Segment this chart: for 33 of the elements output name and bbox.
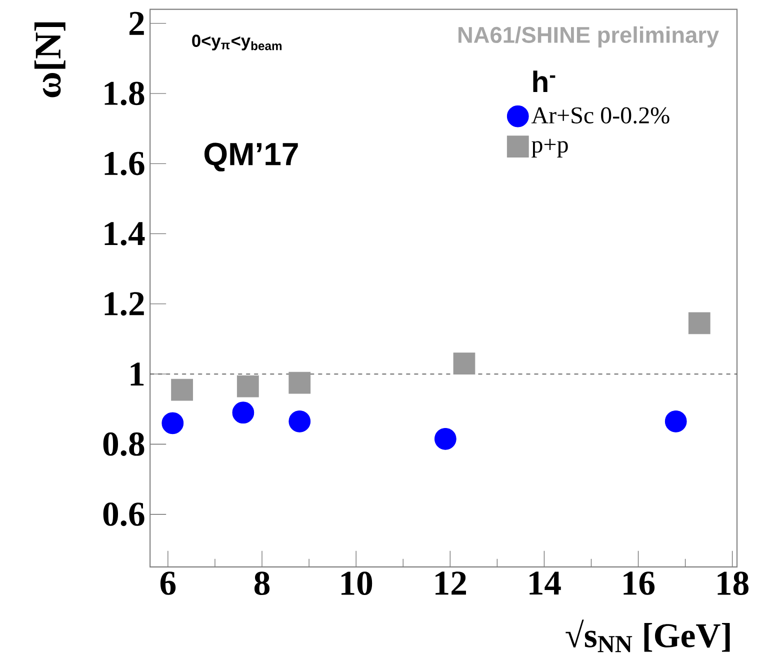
- point: [688, 312, 710, 334]
- x-tick-label: 6: [160, 571, 176, 595]
- point: [288, 410, 311, 432]
- point: [162, 412, 184, 434]
- y-tick-label: 1.6: [104, 152, 144, 176]
- y-tick-label: 2: [129, 12, 144, 35]
- point: [236, 375, 259, 398]
- y-axis-title: ω[N]: [34, 22, 66, 98]
- y-tick-label: 1.2: [104, 292, 144, 316]
- x-axis-title: √s$_{NN}$ [GeV]: [566, 620, 730, 652]
- x-tick-label: 10: [342, 571, 372, 595]
- y-tick-label: 1: [130, 362, 144, 386]
- legend-title: h$^{-}$: [533, 70, 556, 92]
- point: [232, 402, 254, 424]
- annotation: NA61/SHINE preliminary: [458, 26, 719, 48]
- y-tick-label: 0.8: [103, 432, 144, 456]
- x-tick-label: 14: [530, 571, 561, 594]
- point: [288, 372, 311, 394]
- y-tick-label: 1.4: [104, 222, 145, 246]
- x-tick-label: 18: [718, 571, 748, 595]
- x-tick-label: 16: [624, 571, 655, 595]
- y-tick-label: 1.8: [104, 82, 144, 106]
- point: [171, 378, 193, 401]
- legend-label: Ar+Sc 0-0.2%: [531, 107, 670, 124]
- x-tick-label: 8: [254, 571, 270, 595]
- annotation: 0<y$_{π}$<y$_{beam}$: [192, 34, 282, 50]
- x-tick-label: 12: [436, 571, 466, 594]
- annotation: QM’17: [204, 142, 298, 172]
- point: [434, 428, 456, 450]
- y-tick-label: 0.6: [103, 502, 144, 526]
- legend-label: p+p: [532, 138, 568, 158]
- point: [664, 410, 687, 432]
- point: [453, 352, 476, 374]
